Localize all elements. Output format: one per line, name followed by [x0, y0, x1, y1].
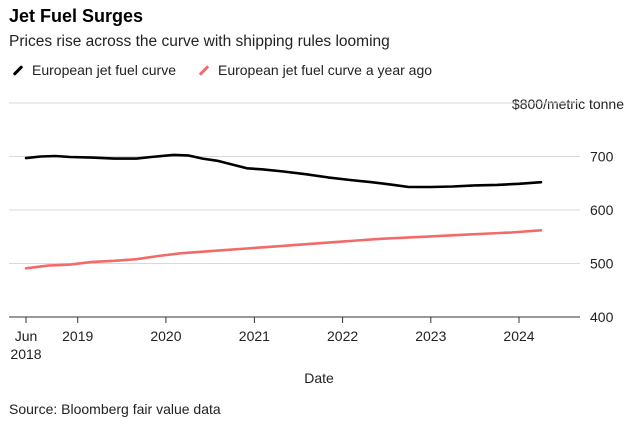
legend: European jet fuel curve European jet fue…	[12, 62, 454, 78]
legend-label-year-ago: European jet fuel curve a year ago	[217, 62, 433, 78]
axis-layer: 400 500 600 700 Jun 2018 2019 2020 2021 2022 2023 2…	[9, 149, 614, 362]
y-tick-label: 700	[590, 149, 614, 165]
x-tick-label: Jun	[15, 328, 38, 344]
series-layer	[24, 153, 543, 270]
series-line-year-ago	[24, 229, 543, 270]
legend-label-current: European jet fuel curve	[32, 62, 176, 78]
grid-layer	[9, 102, 580, 264]
x-tick-label: 2021	[239, 328, 270, 344]
x-axis-label: Date	[304, 370, 334, 386]
legend-item-year-ago: European jet fuel curve a year ago	[198, 62, 432, 78]
y-tick-label: 500	[590, 256, 614, 272]
x-tick-label: 2019	[62, 328, 93, 344]
chart-subtitle: Prices rise across the curve with shippi…	[9, 33, 390, 50]
y-axis-unit-label: $800/metric tonne	[511, 96, 624, 112]
y-tick-label: 400	[590, 309, 614, 325]
legend-item-current: European jet fuel curve	[12, 62, 176, 78]
x-tick-label: 2024	[503, 328, 534, 344]
series-line-current	[24, 153, 543, 189]
x-tick-label: 2023	[415, 328, 446, 344]
y-tick-label: 600	[590, 202, 614, 218]
x-tick-label: 2022	[327, 328, 358, 344]
source-note: Source: Bloomberg fair value data	[9, 401, 221, 417]
x-tick-label-year: 2018	[10, 346, 41, 362]
x-tick-label: 2020	[150, 328, 181, 344]
chart-title: Jet Fuel Surges	[9, 6, 144, 26]
